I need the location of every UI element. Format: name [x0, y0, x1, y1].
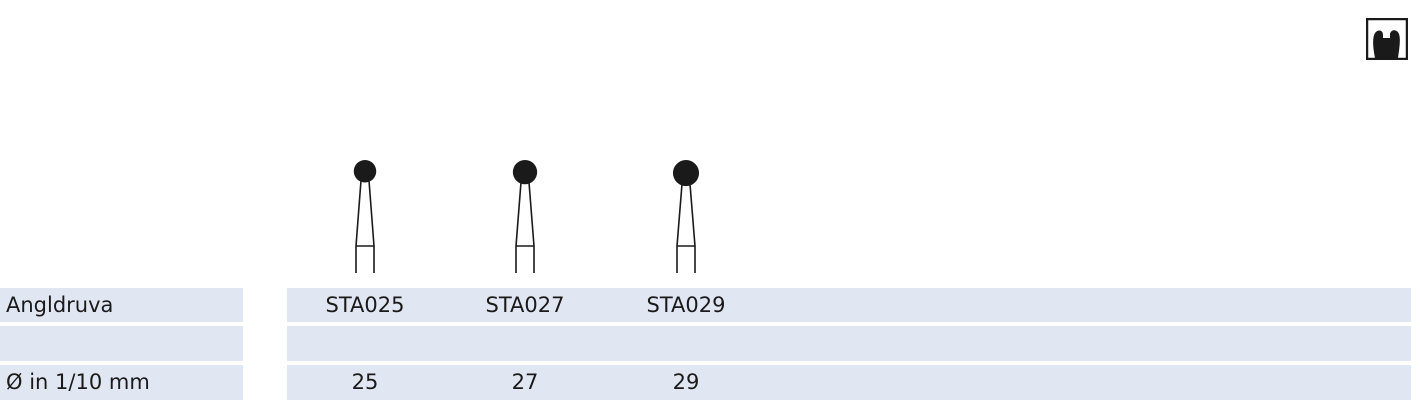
tooth-icon: [1366, 18, 1408, 60]
bur-shank: [515, 182, 535, 273]
row-product-codes: STA025 STA027 STA029: [287, 288, 1411, 322]
bur-head: [512, 160, 538, 185]
row-empty: [287, 326, 1411, 361]
row-label-product: Angldruva: [0, 288, 243, 322]
product-code: STA027: [485, 293, 565, 317]
bur-head: [672, 160, 700, 187]
bur-STA029: [672, 160, 700, 273]
row-label-diameter: Ø in 1/10 mm: [0, 365, 243, 400]
bur-shank: [355, 180, 375, 273]
bur-illustrations: [353, 160, 700, 273]
diameter-value: 27: [511, 370, 539, 394]
product-code: STA029: [646, 293, 726, 317]
diameter-value: 25: [351, 370, 379, 394]
bur-head: [353, 160, 377, 183]
row-diameters: 25 27 29: [287, 365, 1411, 400]
bur-STA027: [512, 160, 538, 273]
diameter-value: 29: [672, 370, 700, 394]
product-code: STA025: [325, 293, 405, 317]
row-label-empty: [0, 326, 243, 361]
bur-STA025: [353, 160, 377, 273]
bur-shank: [676, 184, 696, 273]
